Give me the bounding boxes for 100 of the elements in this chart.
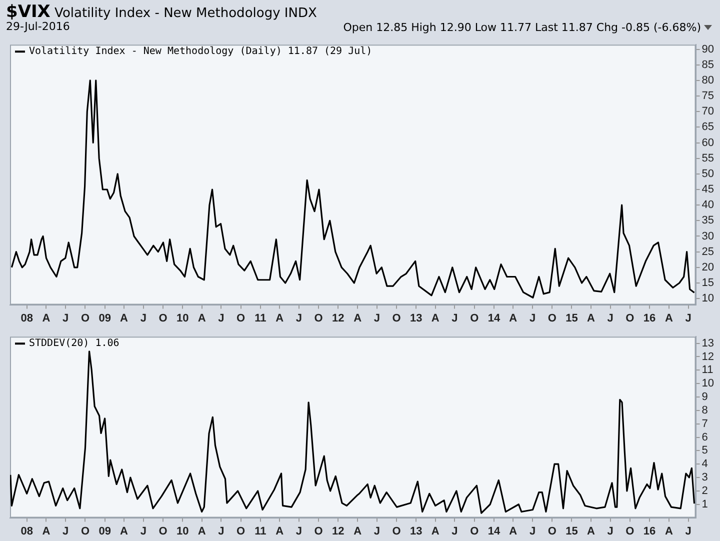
x-tick-label: 09 [98, 312, 111, 324]
x-tick-label: A [42, 525, 50, 538]
y-tick-label: 85 [702, 58, 714, 71]
x-tick-label: O [626, 525, 635, 538]
y-tick-label: 75 [702, 90, 714, 102]
y-tick-label: 13 [702, 337, 714, 350]
y-tick-label: 4 [702, 458, 708, 470]
x-tick-label: 13 [410, 312, 422, 324]
x-tick-label: O [236, 525, 246, 538]
x-tick-label: 09 [98, 525, 111, 538]
y-tick-label: 5 [702, 444, 708, 457]
x-tick-label: O [158, 312, 168, 324]
y-tick-label: 10 [702, 378, 714, 390]
x-tick-label: A [120, 312, 128, 324]
x-tick-label: O [548, 525, 557, 538]
x-tick-label: A [509, 525, 518, 538]
x-tick-label: J [296, 525, 302, 538]
x-tick-label: A [664, 312, 673, 324]
legend-label: Volatility Index - New Methodology (Daily) 11.87 (29 Jul) [29, 46, 372, 58]
y-tick-label: 7 [702, 418, 708, 430]
x-tick-label: J [62, 312, 69, 324]
x-tick-label: O [470, 525, 480, 538]
x-tick-label: A [664, 525, 673, 538]
x-tick-label: 16 [643, 525, 656, 538]
y-tick-label: 55 [702, 152, 714, 164]
x-tick-label: O [392, 312, 402, 324]
y-tick-label: 15 [702, 277, 714, 290]
x-tick-label: J [140, 525, 146, 538]
x-tick-label: J [296, 312, 302, 324]
y-tick-label: 6 [702, 431, 708, 444]
x-tick-label: J [607, 525, 614, 538]
x-tick-label: A [198, 312, 206, 324]
y-tick-label: 45 [702, 184, 714, 196]
x-tick-label: A [42, 312, 50, 324]
x-tick-label: J [607, 312, 614, 324]
x-tick-label: 08 [20, 312, 33, 324]
x-tick-label: A [586, 525, 595, 538]
y-tick-label: 50 [702, 168, 714, 180]
y-tick-label: 90 [702, 43, 714, 56]
y-tick-label: 20 [702, 261, 714, 274]
x-tick-label: O [392, 525, 402, 538]
x-tick-label: O [80, 312, 90, 324]
x-tick-label: J [140, 312, 146, 324]
x-tick-label: O [314, 312, 324, 324]
x-tick-label: O [470, 312, 480, 324]
x-tick-label: 16 [643, 312, 656, 324]
x-tick-label: 14 [488, 312, 501, 324]
y-tick-label: 3 [702, 472, 708, 484]
x-tick-label: J [218, 312, 224, 324]
y-tick-label: 1 [702, 498, 708, 510]
x-tick-label: A [354, 525, 362, 538]
x-tick-label: O [236, 312, 246, 324]
x-tick-label: J [685, 312, 692, 324]
x-tick-label: A [276, 312, 284, 324]
y-tick-label: 80 [702, 74, 714, 86]
x-tick-label: 15 [566, 312, 578, 324]
x-tick-label: A [120, 525, 128, 538]
y-tick-label: 8 [702, 404, 708, 416]
x-tick-label: J [452, 312, 458, 324]
y-tick-label: 25 [702, 246, 714, 258]
x-tick-label: 12 [332, 312, 344, 324]
x-tick-label: A [431, 525, 440, 538]
x-tick-label: J [452, 525, 458, 538]
x-tick-label: O [626, 312, 635, 324]
x-tick-label: O [548, 312, 557, 324]
y-tick-label: 40 [702, 199, 714, 212]
x-tick-label: O [80, 525, 90, 538]
x-tick-label: J [218, 525, 224, 538]
x-tick-label: A [276, 525, 284, 538]
x-tick-label: 08 [20, 525, 33, 538]
x-tick-label: O [158, 525, 168, 538]
chart-subtitle: 29-Jul-2016 [6, 20, 70, 33]
y-tick-label: 12 [702, 350, 714, 363]
y-tick-label: 60 [702, 136, 714, 149]
x-tick-label: A [509, 312, 518, 324]
x-tick-label: 15 [566, 525, 578, 538]
x-tick-label: 11 [254, 525, 266, 538]
y-tick-label: 65 [702, 121, 714, 134]
x-tick-label: 14 [488, 525, 501, 538]
y-tick-label: 11 [702, 364, 714, 376]
x-tick-label: 13 [410, 525, 422, 538]
x-tick-label: J [529, 312, 536, 324]
x-tick-label: J [62, 525, 69, 538]
x-tick-label: 10 [176, 312, 189, 324]
y-tick-label: 70 [702, 106, 714, 118]
chart-title: $VIX Volatility Index - New Methodology INDX [6, 2, 317, 22]
x-tick-label: A [198, 525, 206, 538]
x-tick-label: 12 [332, 525, 344, 538]
x-tick-label: J [374, 525, 380, 538]
y-tick-label: 30 [702, 230, 714, 242]
y-tick-label: 2 [702, 484, 708, 497]
y-tick-label: 35 [702, 214, 714, 227]
y-tick-label: 9 [702, 391, 708, 404]
x-tick-label: J [685, 525, 692, 538]
x-tick-label: A [431, 312, 440, 324]
text: Open 12.85 High 12.90 Low 11.77 Last 11.87 Chg -0.85 (-6.68%) [343, 21, 702, 34]
x-tick-label: A [586, 312, 595, 324]
x-tick-label: J [374, 312, 380, 324]
x-tick-label: 11 [254, 312, 266, 324]
y-tick-label: 10 [702, 292, 714, 305]
